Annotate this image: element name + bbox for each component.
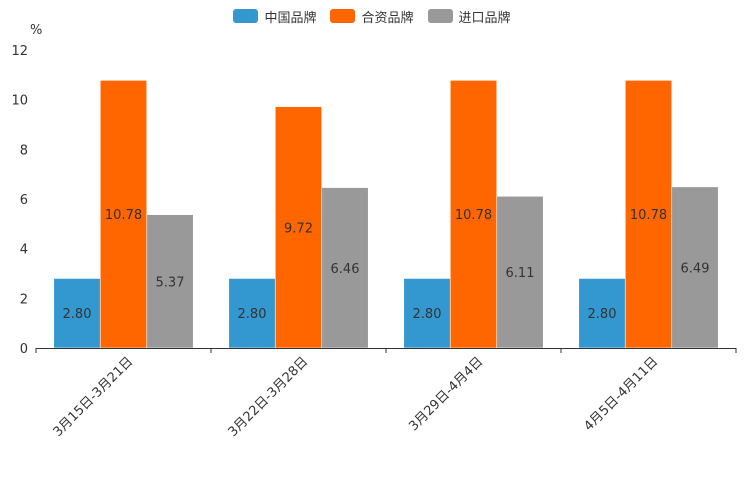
bar[interactable] [624, 79, 673, 349]
bar-data-label: 10.78 [630, 208, 667, 223]
legend-swatch-joint-venture-brand [330, 9, 356, 23]
y-axis-ticks: 0 2 4 6 8 10 12 [11, 44, 28, 357]
legend-item-joint-venture-brand[interactable]: 合资品牌 [330, 7, 414, 26]
legend-swatch-china-brand [233, 9, 259, 23]
y-axis-unit-label: % [30, 23, 42, 38]
bar[interactable] [274, 106, 323, 349]
bar-data-label: 6.46 [331, 262, 360, 277]
bar-data-label: 9.72 [284, 221, 313, 236]
chart-legend: 中国品牌 合资品牌 进口品牌 [0, 6, 744, 26]
bar-series-group: 2.80 10.78 5.37 2.80 9.72 6.46 2.80 10.78 6.11 2.… [53, 79, 719, 349]
y-tick-label: 10 [11, 94, 28, 109]
y-tick-label: 6 [20, 193, 28, 208]
y-tick-label: 2 [20, 292, 28, 307]
bar[interactable] [403, 278, 451, 349]
bar[interactable] [671, 186, 719, 349]
bar-data-label: 6.11 [506, 266, 535, 281]
bar-data-label: 2.80 [413, 307, 442, 322]
bar[interactable] [228, 278, 276, 349]
bar[interactable] [321, 187, 369, 349]
y-tick-label: 8 [20, 143, 28, 158]
x-axis: 3月15日-3月21日 3月22日-3月28日 3月29日-4月4日 4月5日-4月1… [35, 348, 737, 440]
y-tick-label: 0 [20, 342, 28, 357]
bar[interactable] [449, 79, 498, 349]
legend-item-china-brand[interactable]: 中国品牌 [233, 7, 316, 26]
bar[interactable] [496, 195, 544, 349]
x-category-label: 4月5日-4月11日 [581, 354, 661, 434]
legend-label-import-brand: 进口品牌 [458, 10, 511, 26]
bar-data-label: 2.80 [238, 307, 267, 322]
bar-data-label: 6.49 [681, 261, 710, 276]
legend-label-china-brand: 中国品牌 [264, 10, 317, 26]
bar-data-label: 10.78 [105, 208, 142, 223]
legend-item-import-brand[interactable]: 进口品牌 [427, 7, 511, 26]
y-tick-label: 4 [20, 243, 28, 258]
legend-label-joint-venture-brand: 合资品牌 [361, 10, 414, 26]
x-category-label: 3月15日-3月21日 [51, 354, 137, 440]
bar[interactable] [99, 79, 148, 349]
bar[interactable] [578, 278, 626, 349]
y-tick-label: 12 [11, 44, 28, 59]
legend-swatch-import-brand [427, 9, 453, 23]
x-category-label: 3月29日-4月4日 [406, 354, 486, 434]
bar-data-label: 5.37 [156, 275, 185, 290]
bar-data-label: 2.80 [63, 307, 92, 322]
x-category-label: 3月22日-3月28日 [226, 354, 312, 440]
bar-data-label: 2.80 [588, 307, 617, 322]
bar-data-label: 10.78 [455, 208, 492, 223]
